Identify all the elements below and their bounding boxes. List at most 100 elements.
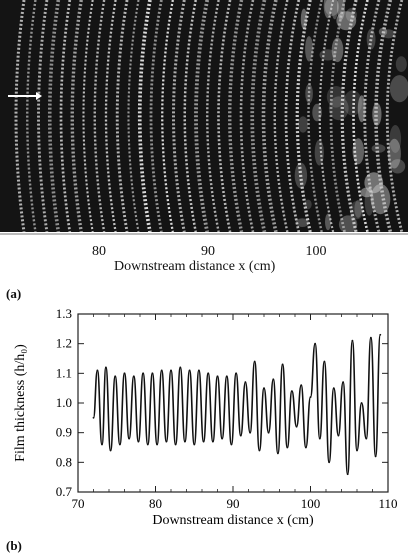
data-point (239, 434, 242, 437)
x-tick-label: 80 (149, 496, 162, 511)
figure-panel-a (0, 0, 408, 240)
data-point (272, 378, 275, 381)
data-point (174, 443, 177, 446)
data-point (101, 443, 103, 446)
data-point (291, 390, 293, 392)
turbulent-patch (336, 11, 357, 31)
turbulent-patch (345, 8, 357, 22)
wave-crest-line (127, 0, 140, 232)
x-tick-label: 70 (72, 496, 85, 511)
data-point (123, 372, 126, 375)
wave-crest-line (82, 0, 94, 232)
turbulent-patch (331, 37, 344, 63)
wave-crest-line (26, 0, 37, 232)
turbulent-patch (323, 0, 332, 19)
data-point (225, 375, 228, 378)
data-point (109, 449, 112, 452)
flow-arrow-icon (8, 92, 42, 100)
data-point (207, 372, 210, 375)
wave-crest-line (137, 0, 152, 232)
data-point (212, 440, 214, 443)
film-thickness-chart: 70 80 90 100 110 0.7 0.8 0.9 1.0 1.1 1.2 1.3 Downstr… (13, 306, 398, 528)
data-point (244, 381, 247, 384)
data-point (132, 375, 135, 378)
turbulent-patch (389, 75, 408, 103)
wave-crest-line (239, 0, 255, 232)
turbulent-patch (319, 49, 336, 61)
data-point (160, 369, 163, 372)
data-point (309, 396, 312, 398)
photo-x-tick: 90 (201, 244, 215, 259)
wave-crest-line (59, 0, 72, 232)
y-tick-label: 1.2 (56, 336, 72, 351)
turbulent-patch (372, 102, 382, 126)
turbulent-patch (354, 199, 362, 218)
data-point (230, 443, 233, 446)
turbulent-patch (305, 36, 313, 62)
wave-crest-line (37, 0, 49, 232)
data-point (351, 339, 354, 342)
data-point (267, 431, 270, 434)
data-point (258, 449, 261, 452)
data-point (114, 375, 117, 378)
turbulent-patch (331, 0, 339, 20)
data-point (128, 437, 131, 440)
data-point (370, 336, 372, 339)
photo-x-tick: 100 (305, 244, 327, 259)
data-point (263, 387, 265, 390)
wave-crest-line (47, 0, 61, 232)
data-point (318, 437, 321, 440)
wave-crest-line (206, 0, 220, 232)
wave-crest-line (318, 0, 335, 232)
wave-crest-line (340, 0, 358, 232)
turbulent-patch (360, 187, 373, 198)
photo-scale-rule (0, 233, 408, 235)
turbulent-patch (325, 213, 331, 231)
y-tick-label: 0.7 (56, 484, 73, 499)
turbulent-patch (364, 172, 384, 194)
data-point (356, 449, 358, 452)
data-point (328, 461, 330, 464)
data-point (332, 387, 335, 390)
turbulent-patch (312, 103, 322, 122)
wave-crest-line (385, 0, 404, 232)
data-point (235, 372, 238, 375)
data-point (323, 360, 326, 363)
data-point (188, 369, 191, 372)
data-point (300, 384, 303, 387)
turbulent-patch (390, 159, 406, 174)
panel-b-label: (b) (6, 538, 22, 553)
data-point (365, 437, 368, 440)
wave-crest-line (70, 0, 83, 232)
data-point (253, 360, 256, 363)
y-tick-label: 0.9 (56, 425, 72, 440)
data-point (184, 440, 186, 443)
data-point (277, 452, 279, 455)
turbulent-patch (387, 138, 401, 169)
data-point (119, 443, 121, 446)
data-point (337, 434, 340, 437)
wave-crest-line (261, 0, 278, 232)
wave-crest-line (284, 0, 301, 232)
y-tick-label: 1.0 (56, 395, 72, 410)
turbulent-patch (352, 138, 364, 165)
x-axis-title: Downstream distance x (cm) (152, 513, 314, 528)
wave-crest-line (352, 0, 369, 232)
turbulent-patch (343, 90, 362, 116)
turbulent-patch (324, 0, 340, 17)
data-point (96, 369, 99, 372)
wave-crest-line (183, 0, 197, 232)
data-point (92, 416, 95, 419)
x-tick-label: 100 (301, 496, 321, 511)
wave-crest-line (295, 0, 312, 232)
wave-crest-line (374, 0, 393, 232)
data-point (137, 440, 140, 443)
wave-crest-line (307, 0, 323, 232)
data-point (170, 369, 172, 372)
wave-crest-line (149, 0, 163, 232)
data-point (193, 443, 196, 446)
turbulent-patch (294, 162, 308, 189)
x-tick-label: 90 (227, 496, 240, 511)
panel-a-label: (a) (6, 286, 22, 301)
wave-crest-line (172, 0, 186, 232)
